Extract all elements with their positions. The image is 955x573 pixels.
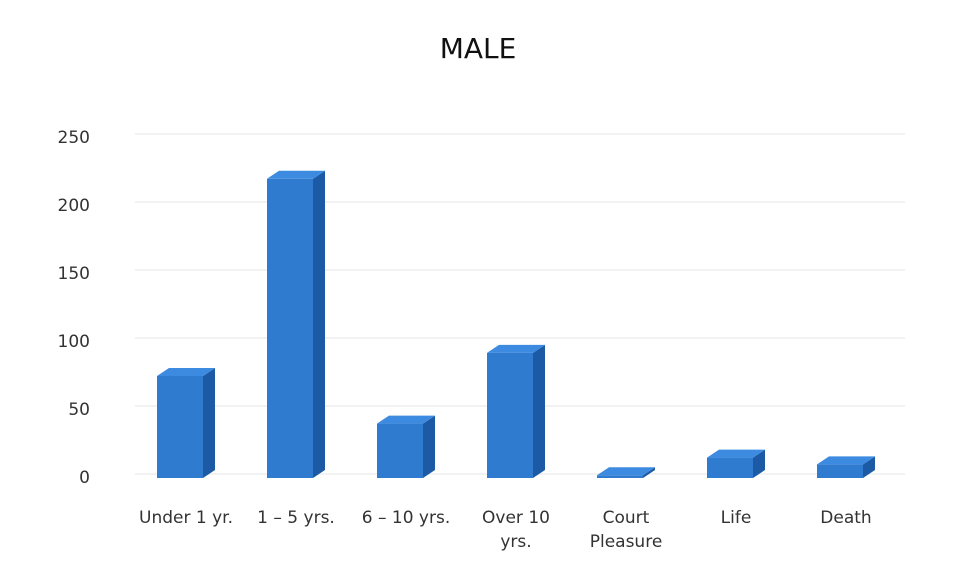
bar [487, 352, 533, 478]
y-tick-label: 250 [58, 128, 90, 148]
y-tick-label: 150 [58, 264, 90, 284]
x-tick-label: Over 10 yrs. [482, 508, 550, 552]
y-tick-label: 200 [58, 196, 90, 216]
bar-side [533, 344, 545, 478]
y-tick-label: 0 [79, 468, 90, 488]
y-tick-label: 50 [68, 400, 90, 420]
bar [267, 178, 313, 479]
bar-top [157, 368, 215, 376]
bar [597, 475, 643, 478]
chart-title: MALE [440, 32, 517, 65]
bar-top [377, 415, 435, 424]
x-tick-label: Death [820, 508, 872, 528]
x-tick-label: 6 – 10 yrs. [361, 508, 451, 528]
bar [707, 457, 753, 478]
x-tick-label: Under 1 yr. [139, 508, 233, 528]
bar-side [643, 467, 655, 478]
bar [817, 464, 863, 478]
bar-side [423, 415, 435, 478]
bar [377, 423, 423, 478]
bar-top [267, 170, 325, 179]
y-tick-label: 100 [58, 332, 90, 352]
x-tick-label: Life [720, 508, 752, 528]
x-tick-label: Court Pleasure [589, 508, 663, 552]
bar-side [863, 456, 875, 478]
bar-top [707, 449, 765, 458]
bar-side [203, 368, 215, 478]
bar-top [487, 344, 545, 353]
x-tick-label: 1 – 5 yrs. [257, 508, 335, 528]
bar-top [817, 456, 875, 465]
bar-top [597, 467, 655, 476]
bar [157, 376, 203, 478]
bar-side [313, 170, 325, 479]
bar-side [753, 449, 765, 478]
